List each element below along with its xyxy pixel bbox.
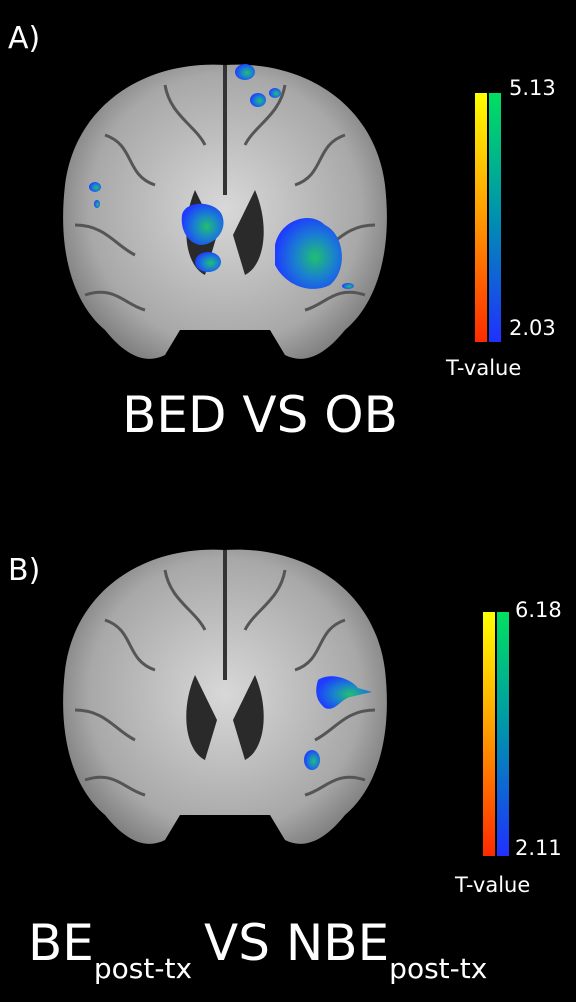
- colorbar-hot: [483, 612, 495, 856]
- scale-max: 5.13: [509, 76, 556, 100]
- caption-part: BE: [28, 914, 94, 972]
- colorbar-cool: [489, 93, 501, 342]
- scale-title: T-value: [454, 873, 530, 897]
- scale-title: T-value: [445, 356, 521, 380]
- scale-min: 2.11: [515, 836, 562, 860]
- scale-max: 6.18: [515, 598, 562, 622]
- brain-slice: [63, 65, 387, 385]
- brain-slice: [63, 550, 387, 870]
- caption-subscript: post-tx: [94, 952, 192, 985]
- caption-part: VS NBE: [204, 914, 389, 972]
- figure: A) 5.13 2.03 T-value BED VS OB B) 6.18 2…: [0, 0, 576, 1002]
- scale-min: 2.03: [509, 316, 556, 340]
- colorbar-cool: [497, 612, 509, 856]
- panel-label: B): [8, 553, 40, 588]
- caption: BED VS OB: [122, 386, 398, 444]
- panel-label: A): [8, 21, 40, 56]
- caption-subscript: post-tx: [389, 952, 487, 985]
- colorbar-hot: [475, 93, 487, 342]
